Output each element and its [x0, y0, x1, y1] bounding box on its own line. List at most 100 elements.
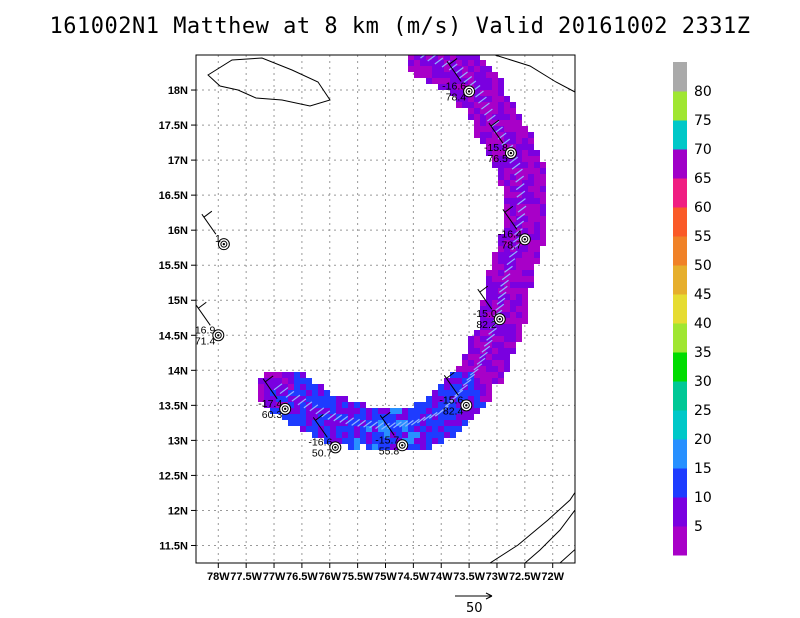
swath-cell	[300, 408, 306, 414]
colorbar-label: 60	[694, 200, 712, 216]
station-markers: -16.678.4-15.876.5-16.478.71-15.082.216.…	[195, 58, 531, 459]
swath-cell	[510, 192, 516, 198]
swath-cell	[282, 384, 288, 390]
swath-cell	[414, 414, 420, 420]
swath-cell	[486, 372, 492, 378]
y-tick-label: 13.5N	[159, 400, 188, 412]
swath-cell	[540, 222, 546, 228]
swath-cell	[414, 402, 420, 408]
swath-cell	[282, 390, 288, 396]
station-rh: 78.4	[446, 91, 467, 103]
swath-cell	[498, 330, 504, 336]
swath-cell	[306, 384, 312, 390]
swath-cell	[492, 84, 498, 90]
swath-cell	[414, 444, 420, 450]
swath-cell	[336, 432, 342, 438]
swath-cell	[486, 66, 492, 72]
wind-arrow	[498, 285, 508, 293]
swath-cell	[324, 396, 330, 402]
swath-cell	[492, 258, 498, 264]
swath-cell	[414, 420, 420, 426]
wind-arrow	[279, 387, 289, 395]
swath-cell	[468, 114, 474, 120]
swath-cell	[516, 132, 522, 138]
swath-cell	[438, 66, 444, 72]
swath-cell	[510, 210, 516, 216]
swath-cell	[366, 414, 372, 420]
swath-cell	[534, 186, 540, 192]
swath-cell	[480, 324, 486, 330]
swath-cell	[468, 96, 474, 102]
swath-cell	[264, 402, 270, 408]
swath-cell	[318, 414, 324, 420]
swath-cell	[408, 42, 414, 48]
swath-cell	[510, 222, 516, 228]
swath-cell	[522, 138, 528, 144]
swath-cell	[498, 372, 504, 378]
swath-cell	[528, 198, 534, 204]
swath-cell	[450, 414, 456, 420]
swath-cell	[510, 276, 516, 282]
swath-cell	[330, 438, 336, 444]
swath-cell	[522, 180, 528, 186]
swath-cell	[510, 108, 516, 114]
swath-cell	[522, 258, 528, 264]
wind-arrow	[478, 96, 487, 104]
swath-cell	[474, 60, 480, 66]
swath-cell	[504, 354, 510, 360]
wind-barb-flag	[504, 205, 514, 213]
swath-cell	[492, 372, 498, 378]
swath-cell	[468, 354, 474, 360]
swath-cell	[462, 55, 468, 60]
colorbar-swatch	[673, 294, 687, 324]
swath-cell	[264, 396, 270, 402]
swath-cell	[336, 402, 342, 408]
swath-cell	[444, 48, 450, 54]
swath-cell	[510, 174, 516, 180]
swath-cell	[426, 408, 432, 414]
swath-cell	[504, 336, 510, 342]
swath-cell	[504, 300, 510, 306]
swath-cell	[480, 372, 486, 378]
swath-cell	[486, 384, 492, 390]
swath-cell	[312, 396, 318, 402]
swath-cell	[504, 216, 510, 222]
wind-swath	[258, 42, 546, 450]
swath-cell	[492, 288, 498, 294]
swath-cell	[492, 294, 498, 300]
swath-cell	[480, 108, 486, 114]
station-dot	[465, 404, 468, 407]
swath-cell	[276, 402, 282, 408]
wind-arrow	[434, 57, 444, 65]
swath-cell	[432, 402, 438, 408]
swath-cell	[504, 282, 510, 288]
swath-cell	[384, 420, 390, 426]
swath-cell	[456, 48, 462, 54]
colorbar-swatch	[673, 207, 687, 237]
swath-cell	[510, 324, 516, 330]
wind-arrow	[393, 421, 402, 429]
swath-cell	[282, 372, 288, 378]
swath-cell	[438, 72, 444, 78]
swath-cell	[462, 102, 468, 108]
swath-cell	[456, 378, 462, 384]
swath-cell	[300, 414, 306, 420]
swath-cell	[378, 444, 384, 450]
swath-cell	[504, 222, 510, 228]
y-tick-label: 14N	[168, 365, 188, 377]
swath-cell	[504, 252, 510, 258]
swath-cell	[438, 384, 444, 390]
colorbar-swatch	[673, 381, 687, 411]
wind-arrow	[509, 156, 519, 164]
station: -15.682.4	[439, 371, 473, 417]
wind-arrow	[481, 345, 491, 353]
swath-cell	[438, 426, 444, 432]
swath-cell	[354, 414, 360, 420]
swath-cell	[486, 348, 492, 354]
swath-cell	[522, 282, 528, 288]
swath-cell	[408, 426, 414, 432]
y-tick-label: 15.5N	[159, 260, 188, 272]
reference-vector-label: 50	[466, 601, 483, 616]
swath-cell	[510, 144, 516, 150]
swath-cell	[414, 432, 420, 438]
